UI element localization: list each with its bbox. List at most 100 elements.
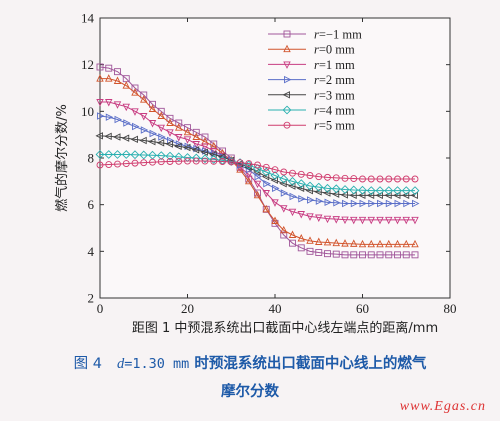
data-point bbox=[306, 236, 314, 244]
data-point bbox=[140, 126, 149, 134]
data-point bbox=[401, 186, 411, 196]
data-point bbox=[253, 190, 262, 199]
data-point bbox=[315, 237, 323, 245]
legend-label: r=−1 mm bbox=[314, 28, 362, 42]
data-point bbox=[394, 175, 401, 183]
data-point bbox=[192, 157, 200, 165]
data-point bbox=[394, 251, 401, 259]
data-point bbox=[315, 214, 323, 223]
data-point bbox=[165, 151, 175, 161]
data-point bbox=[270, 171, 280, 180]
data-point bbox=[96, 63, 104, 71]
data-point bbox=[157, 158, 165, 166]
legend-label: r=0 mm bbox=[314, 43, 355, 57]
data-point bbox=[289, 239, 296, 247]
data-point bbox=[367, 251, 375, 259]
data-point bbox=[323, 183, 332, 193]
data-point bbox=[393, 186, 402, 196]
data-point bbox=[200, 148, 208, 156]
data-point bbox=[359, 199, 368, 208]
figure-caption-line-2: 摩尔分数 bbox=[221, 384, 279, 400]
legend-label: r=1 mm bbox=[314, 58, 355, 72]
data-point bbox=[367, 175, 375, 183]
data-point bbox=[122, 103, 130, 112]
series-line bbox=[99, 66, 415, 256]
data-point bbox=[139, 150, 149, 160]
legend: r=−1 mmr=0 mmr=1 mmr=2 mmr=3 mm r=4 mmr=5… bbox=[268, 28, 362, 133]
y-axis-label: 燃气的摩尔分数/% bbox=[54, 104, 70, 212]
watermark: www.Egas.cn bbox=[399, 399, 486, 414]
data-point bbox=[324, 173, 331, 181]
data-point bbox=[245, 176, 253, 185]
data-point bbox=[289, 192, 298, 201]
data-point bbox=[342, 199, 350, 208]
data-point bbox=[131, 159, 139, 167]
data-point bbox=[165, 140, 173, 148]
data-point bbox=[219, 158, 226, 165]
caption-d-variable: d bbox=[117, 356, 125, 372]
data-point bbox=[341, 239, 349, 247]
data-point bbox=[350, 216, 358, 225]
data-point bbox=[367, 239, 375, 248]
data-point bbox=[157, 111, 165, 119]
legend-entry-3: r=2 mm bbox=[268, 73, 355, 87]
data-point bbox=[149, 100, 156, 108]
legend-entry-6: r=5 mm bbox=[268, 119, 355, 133]
data-point bbox=[130, 135, 138, 144]
data-point bbox=[245, 160, 253, 168]
data-point bbox=[121, 150, 131, 159]
legend-marker bbox=[283, 44, 291, 53]
legend-marker bbox=[282, 91, 290, 99]
axis-ticks: 0 20 40 60 80 2 4 6 8 10 12 14 bbox=[81, 11, 457, 317]
data-point bbox=[376, 239, 384, 248]
data-point bbox=[210, 140, 218, 148]
legend-entry-0: r=−1 mm bbox=[268, 28, 362, 42]
data-point bbox=[131, 108, 139, 116]
data-point bbox=[384, 186, 394, 196]
data-point bbox=[105, 64, 113, 72]
data-point bbox=[340, 185, 350, 194]
data-point bbox=[166, 114, 174, 122]
x-tick-label: 80 bbox=[444, 301, 457, 316]
data-point bbox=[315, 197, 324, 205]
data-point bbox=[95, 150, 105, 159]
data-point bbox=[314, 182, 324, 192]
data-point bbox=[114, 68, 121, 76]
legend-label: r=4 mm bbox=[314, 104, 355, 118]
x-tick-label: 20 bbox=[181, 301, 194, 316]
data-point bbox=[252, 168, 261, 176]
data-point bbox=[296, 179, 306, 189]
x-tick-label: 40 bbox=[269, 301, 282, 316]
data-point bbox=[175, 123, 183, 131]
data-point bbox=[140, 113, 148, 121]
data-point bbox=[297, 170, 305, 178]
series-1 bbox=[96, 74, 419, 248]
data-point bbox=[149, 129, 158, 138]
data-point bbox=[96, 74, 104, 82]
series-line bbox=[100, 154, 415, 192]
data-point bbox=[104, 150, 114, 159]
data-point bbox=[175, 119, 183, 127]
data-point bbox=[192, 141, 200, 149]
data-point bbox=[156, 151, 166, 161]
y-tick-label: 8 bbox=[88, 151, 95, 166]
data-point bbox=[175, 134, 183, 142]
data-point bbox=[377, 199, 385, 208]
data-point bbox=[298, 195, 306, 203]
series-5 bbox=[95, 150, 420, 196]
data-point bbox=[174, 152, 184, 162]
data-point bbox=[332, 174, 340, 182]
data-point bbox=[280, 189, 289, 197]
data-point bbox=[331, 184, 341, 194]
data-point bbox=[280, 231, 288, 239]
y-tick-label: 4 bbox=[88, 244, 95, 259]
data-point bbox=[394, 199, 403, 208]
data-point bbox=[366, 186, 376, 196]
data-point bbox=[166, 158, 174, 165]
data-point bbox=[306, 172, 314, 179]
data-point bbox=[166, 118, 174, 126]
data-point bbox=[105, 99, 113, 107]
data-point bbox=[367, 216, 375, 225]
data-point bbox=[411, 239, 419, 248]
data-point bbox=[297, 211, 305, 219]
